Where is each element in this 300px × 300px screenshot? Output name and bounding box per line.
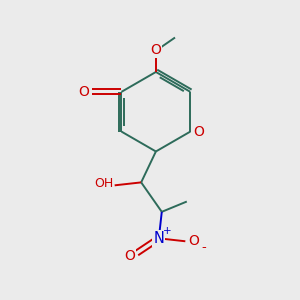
Text: OH: OH [94, 177, 113, 190]
Text: O: O [124, 249, 135, 263]
Text: +: + [163, 226, 171, 236]
Text: O: O [78, 85, 89, 99]
Text: N: N [153, 231, 164, 246]
Text: O: O [151, 43, 161, 57]
Text: O: O [193, 124, 204, 139]
Text: O: O [188, 234, 199, 248]
Text: -: - [201, 241, 206, 254]
